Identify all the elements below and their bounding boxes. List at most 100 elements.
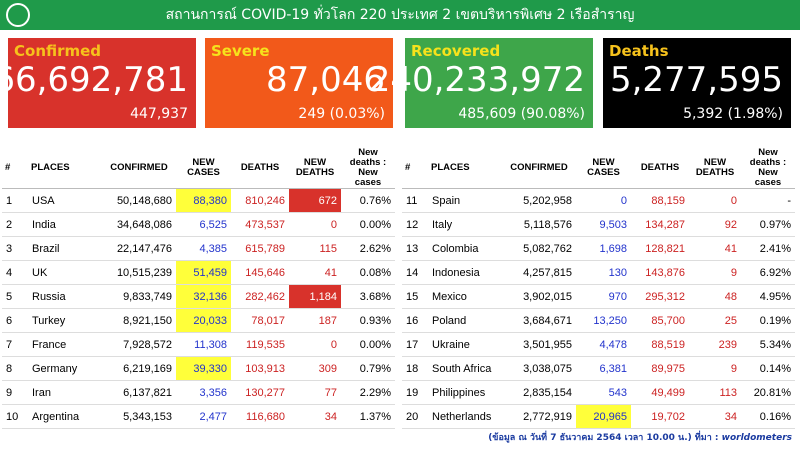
- cell: Mexico: [428, 284, 502, 309]
- cell: 22,147,476: [102, 236, 176, 261]
- cell: 34: [689, 404, 741, 429]
- cell: 20: [402, 404, 428, 429]
- cell: 78,017: [231, 308, 289, 333]
- cell: 9,833,749: [102, 284, 176, 309]
- cell: 51,459: [176, 260, 231, 285]
- header-row: # PLACES CONFIRMED NEW CASES DEATHS NEW DEATH…: [2, 148, 395, 189]
- logo: [6, 3, 30, 27]
- cell: 6,381: [576, 356, 631, 381]
- cell: -: [741, 188, 795, 213]
- cell: 113: [689, 380, 741, 405]
- cell: Germany: [28, 356, 102, 381]
- card-new: 5,392 (1.98%): [683, 106, 783, 122]
- cell: 8: [2, 356, 28, 381]
- cell: 4.95%: [741, 284, 795, 309]
- cell: 88,519: [631, 332, 689, 357]
- column-header: NEW CASES: [176, 148, 231, 189]
- cell: 5: [2, 284, 28, 309]
- cell: 4,478: [576, 332, 631, 357]
- cell: 3,684,671: [502, 308, 576, 333]
- cell: 5,082,762: [502, 236, 576, 261]
- cell: 6,137,821: [102, 380, 176, 405]
- card-label: Confirmed: [14, 42, 102, 60]
- cell: Ukraine: [428, 332, 502, 357]
- table-row: 8 Germany 6,219,169 39,330 103,913 309 0.79%: [2, 356, 395, 381]
- cell: Netherlands: [428, 404, 502, 429]
- column-header: CONFIRMED: [502, 148, 576, 189]
- cell: 0.19%: [741, 308, 795, 333]
- cell: France: [28, 332, 102, 357]
- cell: 4,257,815: [502, 260, 576, 285]
- cell: Argentina: [28, 404, 102, 429]
- cell: 34: [289, 404, 341, 429]
- cell: Indonesia: [428, 260, 502, 285]
- cell: Iran: [28, 380, 102, 405]
- table-row: 11 Spain 5,202,958 0 88,159 0-: [402, 188, 795, 213]
- table-row: 17 Ukraine 3,501,955 4,478 88,519 239 5.34%: [402, 332, 795, 357]
- footer: (ข้อมูล ณ วันที่ 7 ธันวาคม 2564 เวลา 10.…: [488, 430, 792, 444]
- cell: 15: [402, 284, 428, 309]
- cell: 0.16%: [741, 404, 795, 429]
- cell: 4,385: [176, 236, 231, 261]
- cell: 309: [289, 356, 341, 381]
- cell: 1,184: [289, 284, 341, 309]
- cell: 2: [2, 212, 28, 237]
- cell: 6,219,169: [102, 356, 176, 381]
- cell: 672: [289, 188, 341, 213]
- cell: South Africa: [428, 356, 502, 381]
- cell: 17: [402, 332, 428, 357]
- cell: 295,312: [631, 284, 689, 309]
- cell: 0.14%: [741, 356, 795, 381]
- column-header: New deaths : New cases: [341, 148, 395, 189]
- cell: 6,525: [176, 212, 231, 237]
- cell: 2.62%: [341, 236, 395, 261]
- cell: 41: [289, 260, 341, 285]
- cell: 1.37%: [341, 404, 395, 429]
- table-row: 7 France 7,928,572 11,308 119,535 0 0.00%: [2, 332, 395, 357]
- cell: 970: [576, 284, 631, 309]
- table-row: 19 Philippines 2,835,154 543 49,499 113 20.81%: [402, 380, 795, 405]
- cell: 9: [689, 260, 741, 285]
- cell: 34,648,086: [102, 212, 176, 237]
- cell: 810,246: [231, 188, 289, 213]
- cell: 543: [576, 380, 631, 405]
- table-row: 16 Poland 3,684,671 13,250 85,700 25 0.19%: [402, 308, 795, 333]
- table-row: 9 Iran 6,137,821 3,356 130,277 77 2.29%: [2, 380, 395, 405]
- cell: Brazil: [28, 236, 102, 261]
- cell: 473,537: [231, 212, 289, 237]
- cell: 11: [402, 188, 428, 213]
- cell: 8,921,150: [102, 308, 176, 333]
- cell: 13: [402, 236, 428, 261]
- column-header: DEATHS: [231, 148, 289, 189]
- data-table: # PLACES CONFIRMED NEW CASES DEATHS NEW DEATH…: [402, 148, 795, 429]
- cell: 88,380: [176, 188, 231, 213]
- table-row: 15 Mexico 3,902,015 970 295,312 48 4.95%: [402, 284, 795, 309]
- cell: 130: [576, 260, 631, 285]
- header: สถานการณ์ COVID-19 ทั่วโลก 220 ประเทศ 2 …: [0, 0, 800, 30]
- stat-card: Deaths 5,277,595 5,392 (1.98%): [603, 38, 791, 128]
- cell: 0.08%: [341, 260, 395, 285]
- cell: 12: [402, 212, 428, 237]
- source: worldometers: [721, 433, 792, 443]
- card-total: 266,692,781: [0, 60, 188, 100]
- cell: 103,913: [231, 356, 289, 381]
- cell: 41: [689, 236, 741, 261]
- title: สถานการณ์ COVID-19 ทั่วโลก 220 ประเทศ 2 …: [165, 7, 635, 23]
- cell: 0.00%: [341, 212, 395, 237]
- card-label: Severe: [211, 42, 270, 60]
- card-total: 5,277,595: [609, 60, 783, 100]
- cell: 3,501,955: [502, 332, 576, 357]
- column-header: CONFIRMED: [102, 148, 176, 189]
- cell: 14: [402, 260, 428, 285]
- cell: 115: [289, 236, 341, 261]
- cell: 143,876: [631, 260, 689, 285]
- card-new: 485,609 (90.08%): [458, 106, 585, 122]
- cell: 0: [289, 332, 341, 357]
- table-row: 3 Brazil 22,147,476 4,385 615,789 115 2.62%: [2, 236, 395, 261]
- cell: 134,287: [631, 212, 689, 237]
- cell: 48: [689, 284, 741, 309]
- cell: 20.81%: [741, 380, 795, 405]
- cell: 20,033: [176, 308, 231, 333]
- table-row: 14 Indonesia 4,257,815 130 143,876 9 6.92%: [402, 260, 795, 285]
- card-label: Deaths: [609, 42, 669, 60]
